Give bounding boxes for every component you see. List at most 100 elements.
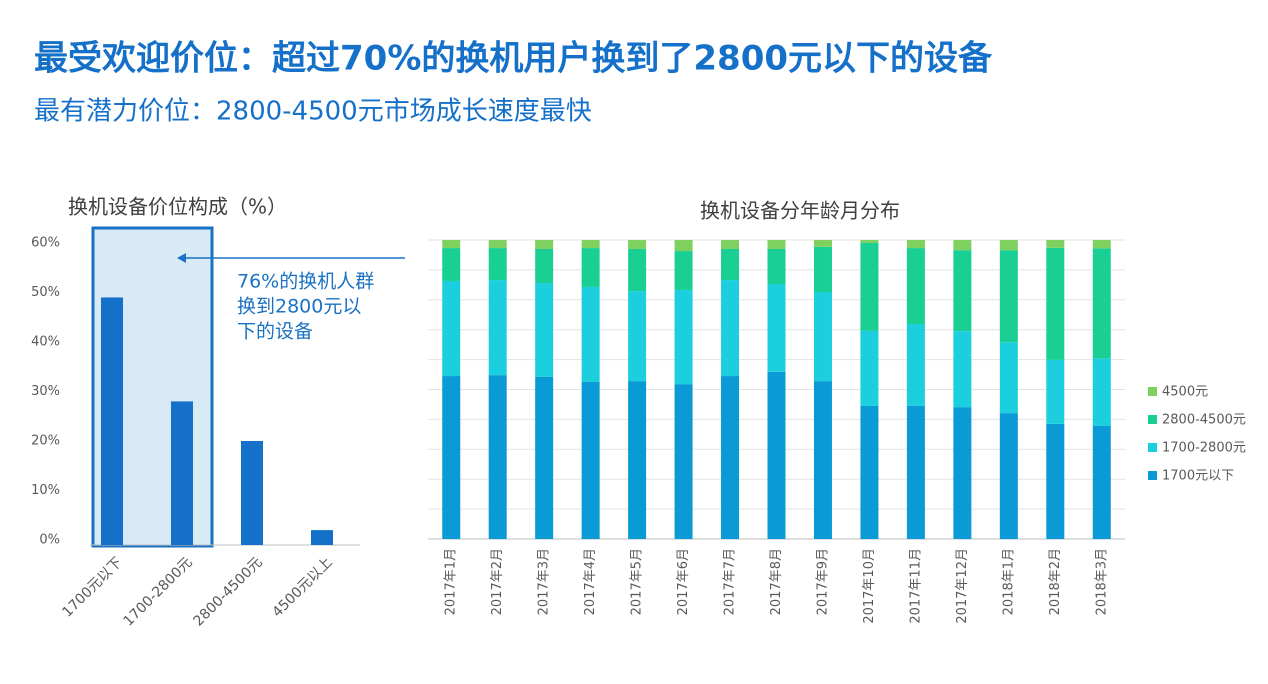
x-tick-label: 2018年1月 xyxy=(1001,548,1016,615)
legend-label: 4500元 xyxy=(1162,385,1208,400)
bar-segment xyxy=(1046,247,1065,360)
bar xyxy=(171,401,193,545)
x-tick-label: 2017年1月 xyxy=(444,548,459,615)
bar-segment xyxy=(535,283,554,377)
x-tick-label: 2017年8月 xyxy=(769,548,784,615)
bar-segment xyxy=(581,248,600,287)
bar-segment xyxy=(953,240,972,251)
annotation: 下的设备 xyxy=(237,321,313,343)
bar-segment xyxy=(674,240,693,252)
y-tick-label: 20% xyxy=(31,434,60,449)
bar-segment xyxy=(1092,240,1111,249)
bar-segment xyxy=(674,289,693,385)
bar-segment xyxy=(813,246,832,293)
x-tick-label: 1700元以下 xyxy=(59,554,125,620)
x-tick-label: 2017年12月 xyxy=(955,548,970,624)
bar-segment xyxy=(581,286,600,383)
x-tick-label: 2017年5月 xyxy=(630,548,645,615)
bar-segment xyxy=(488,240,507,249)
bar-segment xyxy=(1092,425,1111,539)
legend-swatch xyxy=(1148,443,1157,452)
bar-segment xyxy=(581,240,600,249)
legend-label: 2800-4500元 xyxy=(1162,413,1246,428)
slide-subtitle: 最有潜力价位：2800-4500元市场成长速度最快 xyxy=(34,97,592,127)
y-tick-label: 10% xyxy=(31,483,60,498)
chart-title: 换机设备分年龄月分布 xyxy=(700,199,900,223)
bar-segment xyxy=(674,251,693,290)
bar-segment xyxy=(488,280,507,376)
bar-segment xyxy=(860,330,879,406)
y-tick-label: 60% xyxy=(31,236,60,251)
x-tick-label: 2018年3月 xyxy=(1094,548,1109,615)
bar-segment xyxy=(442,248,461,281)
chart-title: 换机设备价位构成（%） xyxy=(68,195,287,219)
bar xyxy=(311,530,333,545)
x-tick-label: 2018年2月 xyxy=(1048,548,1063,615)
bar-segment xyxy=(535,248,554,284)
bar-segment xyxy=(999,240,1018,251)
bar-segment xyxy=(906,324,925,406)
legend-label: 1700-2800元 xyxy=(1162,441,1246,456)
bar-segment xyxy=(999,413,1018,539)
x-tick-label: 1700-2800元 xyxy=(120,554,195,629)
bar-segment xyxy=(721,240,740,249)
bar-segment xyxy=(1092,248,1111,359)
bar-segment xyxy=(581,382,600,539)
x-tick-label: 2017年2月 xyxy=(490,548,505,615)
bar-segment xyxy=(860,405,879,539)
bar-segment xyxy=(1046,240,1065,248)
legend-swatch xyxy=(1148,387,1157,396)
x-tick-label: 2800-4500元 xyxy=(190,554,265,629)
bar-segment xyxy=(488,375,507,539)
x-tick-label: 2017年9月 xyxy=(815,548,830,615)
bar-segment xyxy=(1046,423,1065,539)
bar-segment xyxy=(442,240,461,249)
bar-segment xyxy=(1046,359,1065,424)
bar-segment xyxy=(628,381,647,539)
bar-segment xyxy=(767,371,786,539)
bar-segment xyxy=(442,376,461,539)
bar-segment xyxy=(860,240,879,243)
x-tick-label: 2017年4月 xyxy=(583,548,598,615)
bar-segment xyxy=(906,240,925,249)
y-tick-label: 0% xyxy=(39,533,60,548)
slide-title: 最受欢迎价位：超过70%的换机用户换到了2800元以下的设备 xyxy=(34,39,993,79)
x-tick-label: 2017年10月 xyxy=(862,548,877,624)
bar-segment xyxy=(953,407,972,539)
bar xyxy=(101,297,123,545)
bar-segment xyxy=(1092,358,1111,426)
bar-segment xyxy=(999,342,1018,414)
annotation: 换到2800元以 xyxy=(237,296,361,318)
bar-segment xyxy=(953,250,972,332)
bar-segment xyxy=(721,280,740,377)
bar-segment xyxy=(488,248,507,281)
bar-segment xyxy=(767,240,786,249)
bar-segment xyxy=(860,242,879,331)
bar-segment xyxy=(721,248,740,281)
bar-segment xyxy=(628,248,647,292)
bar-segment xyxy=(813,240,832,247)
bar-segment xyxy=(535,376,554,539)
y-tick-label: 50% xyxy=(31,285,60,300)
bar-segment xyxy=(767,248,786,284)
bar-segment xyxy=(906,405,925,539)
bar-segment xyxy=(721,376,740,539)
bar xyxy=(241,441,263,545)
bar-segment xyxy=(628,291,647,382)
arrow-head xyxy=(177,253,186,263)
x-tick-label: 2017年6月 xyxy=(676,548,691,615)
x-tick-label: 4500元以上 xyxy=(269,554,335,620)
x-tick-label: 2017年11月 xyxy=(908,548,923,624)
y-tick-label: 40% xyxy=(31,335,60,350)
annotation: 76%的换机人群 xyxy=(237,271,374,293)
bar-segment xyxy=(999,250,1018,343)
bar-segment xyxy=(535,240,554,249)
legend-swatch xyxy=(1148,415,1157,424)
bar-segment xyxy=(442,280,461,377)
bar-segment xyxy=(813,381,832,539)
bar-segment xyxy=(674,384,693,539)
bar-segment xyxy=(906,248,925,325)
legend-label: 1700元以下 xyxy=(1162,469,1234,484)
bar-segment xyxy=(953,331,972,408)
